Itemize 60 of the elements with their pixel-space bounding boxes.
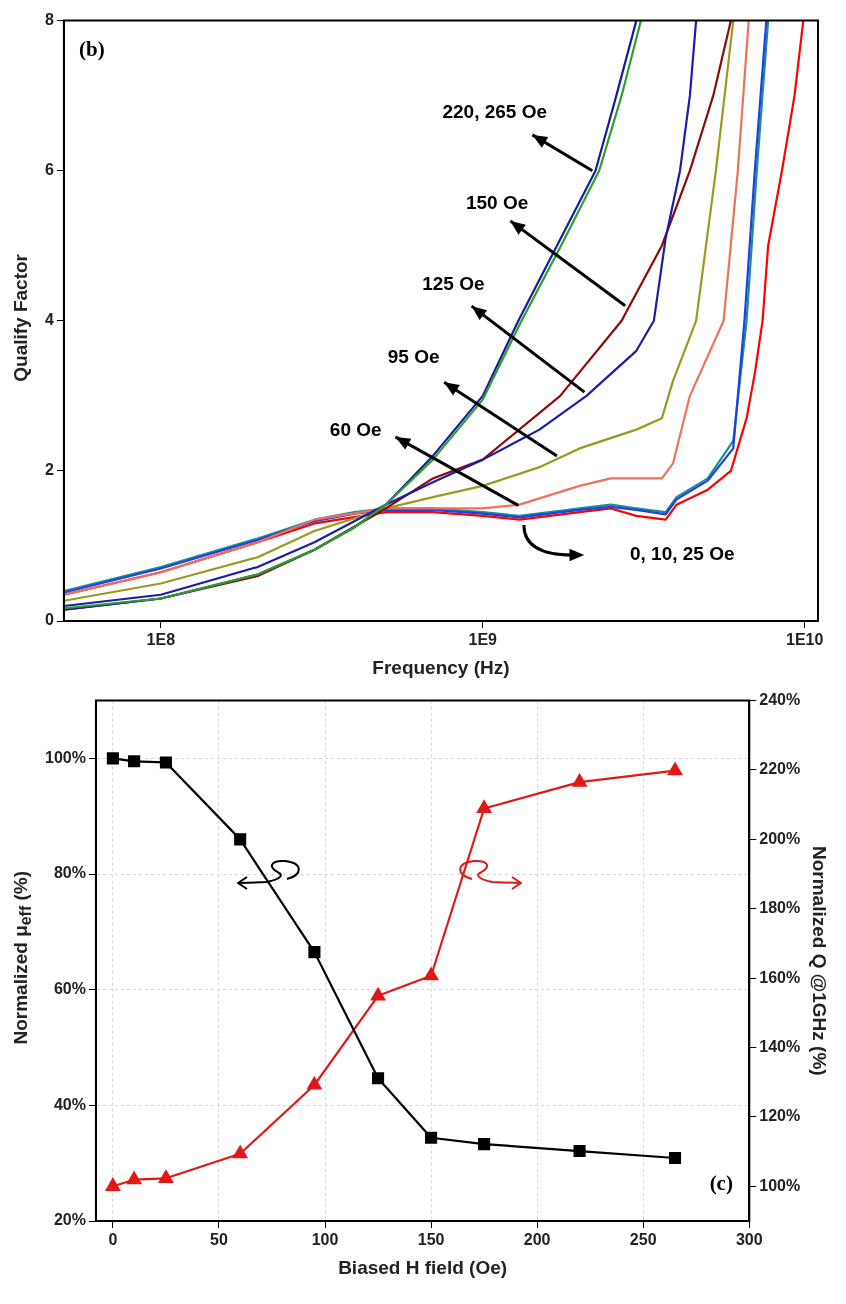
y-tick-label: 100% <box>45 748 86 766</box>
y-tick-label: 8 <box>44 11 54 29</box>
point <box>233 1145 248 1159</box>
x-tick-label: 100 <box>311 1231 339 1249</box>
point <box>668 1151 682 1165</box>
y2-tick-label: 160% <box>759 968 801 986</box>
y-axis-title: Qualify Factor <box>10 254 32 382</box>
y-tick-label: 4 <box>44 311 54 329</box>
x-tick-label: 300 <box>735 1231 763 1249</box>
annotation: 0, 10, 25 Oe <box>629 543 735 565</box>
y-tick-label: 6 <box>44 161 54 179</box>
x-tick-label: 1E10 <box>785 631 824 649</box>
x-tick-label: 1E8 <box>146 631 176 649</box>
x-axis-title: Biased H field (Oe) <box>338 1256 508 1278</box>
x-tick-label: 1E9 <box>468 631 498 649</box>
annotation: 220, 265 Oe <box>442 100 548 122</box>
y2-tick-label: 100% <box>759 1176 801 1194</box>
annotation: 125 Oe <box>422 272 485 294</box>
point <box>159 756 172 769</box>
annotation: 95 Oe <box>387 345 440 367</box>
annotation: (c) <box>709 1170 733 1195</box>
y-tick-label: 2 <box>44 461 54 479</box>
point <box>425 1131 438 1144</box>
point <box>158 1170 174 1183</box>
y2-tick-label: 180% <box>759 899 801 917</box>
point <box>234 833 247 846</box>
y-tick-label: 60% <box>53 980 86 998</box>
point <box>126 1171 142 1185</box>
annotation: 60 Oe <box>329 418 382 440</box>
point <box>106 752 119 765</box>
point <box>423 967 439 981</box>
y2-axis-title: Normalized Q @1GHz (%) <box>809 845 831 1076</box>
y2-tick-label: 140% <box>759 1037 801 1055</box>
y2-tick-label: 220% <box>759 760 801 778</box>
x-tick-label: 250 <box>629 1231 657 1249</box>
y-tick-label: 0 <box>44 611 54 629</box>
point <box>370 987 386 1001</box>
x-tick-label: 50 <box>210 1231 228 1249</box>
point <box>372 1072 385 1085</box>
x-tick-label: 0 <box>108 1231 118 1249</box>
y-tick-label: 80% <box>53 864 86 882</box>
x-tick-label: 200 <box>523 1231 551 1249</box>
y2-tick-label: 200% <box>759 829 801 847</box>
point <box>128 755 141 768</box>
y-tick-label: 20% <box>53 1211 86 1229</box>
y2-tick-label: 240% <box>759 691 801 709</box>
point <box>478 1138 491 1151</box>
point <box>308 946 321 959</box>
annotation: (b) <box>78 37 105 62</box>
point <box>476 800 492 814</box>
point <box>307 1076 322 1090</box>
annotation: 150 Oe <box>465 191 529 213</box>
point <box>573 1144 586 1158</box>
point <box>105 1178 121 1191</box>
y2-tick-label: 120% <box>759 1107 801 1125</box>
x-tick-label: 150 <box>417 1231 445 1249</box>
x-axis-title: Frequency (Hz) <box>372 656 510 678</box>
point <box>667 762 683 776</box>
point <box>572 774 587 787</box>
y-tick-label: 40% <box>53 1095 86 1113</box>
